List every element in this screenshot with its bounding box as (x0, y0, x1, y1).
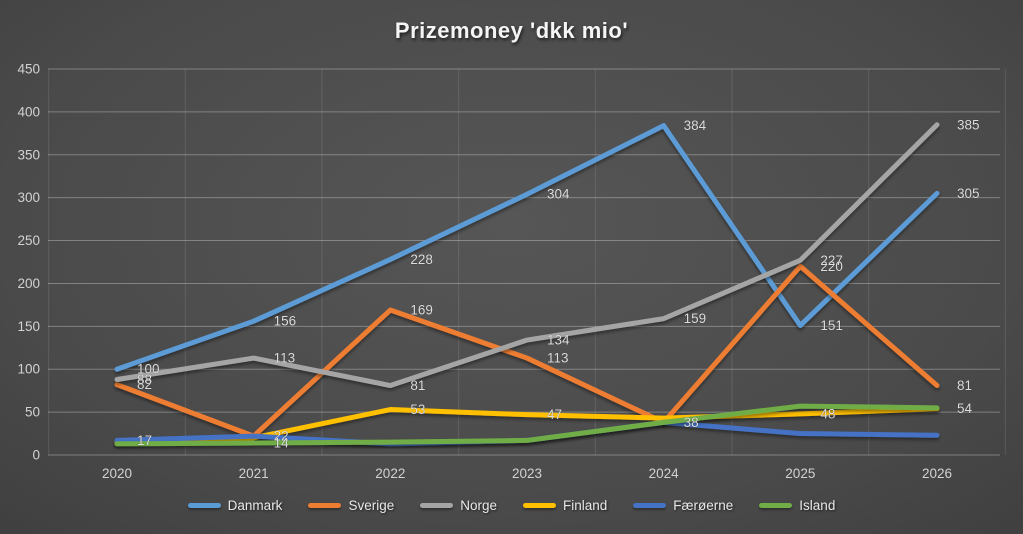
legend-swatch-norge (420, 503, 454, 508)
y-axis-tick-350: 350 (17, 147, 40, 162)
legend-item-sverige: Sverige (308, 498, 394, 513)
y-axis-tick-450: 450 (17, 62, 40, 77)
legend-swatch-sverige (308, 503, 342, 508)
legend-item-finland: Finland (523, 498, 607, 513)
legend-label-færøerne: Færøerne (673, 498, 734, 513)
legend-swatch-finland (523, 503, 556, 508)
data-label-norge-2026: 385 (957, 117, 980, 132)
data-label-norge-2022: 81 (410, 378, 425, 393)
legend-label-sverige: Sverige (348, 498, 395, 513)
data-label-norge-2021: 113 (274, 351, 296, 366)
y-axis-tick-300: 300 (17, 190, 40, 205)
x-axis-label-2025: 2025 (785, 466, 815, 481)
series-line-island (114, 403, 940, 447)
y-axis-tick-50: 50 (25, 405, 40, 420)
series-line-sverige (114, 263, 940, 439)
y-axis-tick-250: 250 (17, 233, 40, 248)
data-label-norge-2020: 88 (137, 372, 152, 387)
data-label-danmark-2021: 156 (274, 314, 297, 329)
series-line-norge (114, 122, 940, 389)
data-label-færøerne-2020: 17 (137, 433, 152, 448)
x-axis-label-2022: 2022 (375, 466, 405, 481)
legend-item-danmark: Danmark (187, 498, 283, 513)
data-label-norge-2025: 227 (820, 253, 843, 268)
data-label-norge-2023: 134 (547, 333, 570, 348)
series-line-danmark (114, 123, 940, 372)
data-label-sverige-2023: 113 (547, 351, 569, 366)
data-label-norge-2024: 159 (684, 311, 707, 326)
legend-swatch-færøerne (633, 503, 667, 508)
y-axis-tick-0: 0 (32, 448, 40, 463)
x-axis-label-2020: 2020 (102, 466, 132, 481)
data-label-danmark-2022: 228 (410, 252, 433, 267)
data-label-island-2021: 14 (274, 435, 290, 450)
legend-item-island: Island (759, 498, 835, 513)
data-label-sverige-2022: 169 (410, 303, 433, 318)
data-label-finland-2023: 47 (547, 407, 562, 422)
legend-label-danmark: Danmark (227, 498, 283, 513)
legend-swatch-island (759, 503, 793, 508)
legend-item-norge: Norge (420, 498, 497, 513)
x-axis-label-2026: 2026 (922, 466, 952, 481)
legend-label-island: Island (799, 498, 836, 513)
data-label-danmark-2026: 305 (957, 186, 980, 201)
data-label-danmark-2020: 100 (137, 362, 160, 377)
data-label-sverige-2025: 220 (820, 259, 843, 274)
data-label-danmark-2025: 151 (820, 318, 843, 333)
x-axis-label-2024: 2024 (649, 466, 680, 481)
chart-title: Prizemoney 'dkk mio' (394, 18, 629, 43)
legend-swatch-danmark (187, 503, 221, 508)
data-label-danmark-2023: 304 (547, 187, 570, 202)
x-axis-label-2021: 2021 (239, 466, 269, 481)
x-axis-label-2023: 2023 (512, 466, 542, 481)
legend-label-finland: Finland (563, 498, 608, 513)
y-axis-tick-400: 400 (17, 104, 40, 119)
y-axis-tick-100: 100 (17, 362, 40, 377)
data-label-finland-2022: 53 (410, 402, 425, 417)
y-axis-tick-150: 150 (17, 319, 40, 334)
data-label-danmark-2024: 384 (684, 118, 707, 133)
data-label-finland-2025: 48 (820, 406, 835, 421)
y-axis-tick-200: 200 (17, 276, 40, 291)
data-label-finland-2026: 54 (957, 401, 973, 416)
data-label-sverige-2026: 81 (957, 378, 972, 393)
data-label-sverige-2020: 82 (137, 377, 152, 392)
data-label-sverige-2021: 22 (274, 429, 289, 444)
legend-label-norge: Norge (460, 498, 497, 513)
legend: Danmark Sverige Norge Finland Færøerne Island (0, 498, 1023, 513)
legend-item-færøerne: Færøerne (633, 498, 733, 513)
data-label-sverige-2024: 38 (684, 415, 699, 430)
